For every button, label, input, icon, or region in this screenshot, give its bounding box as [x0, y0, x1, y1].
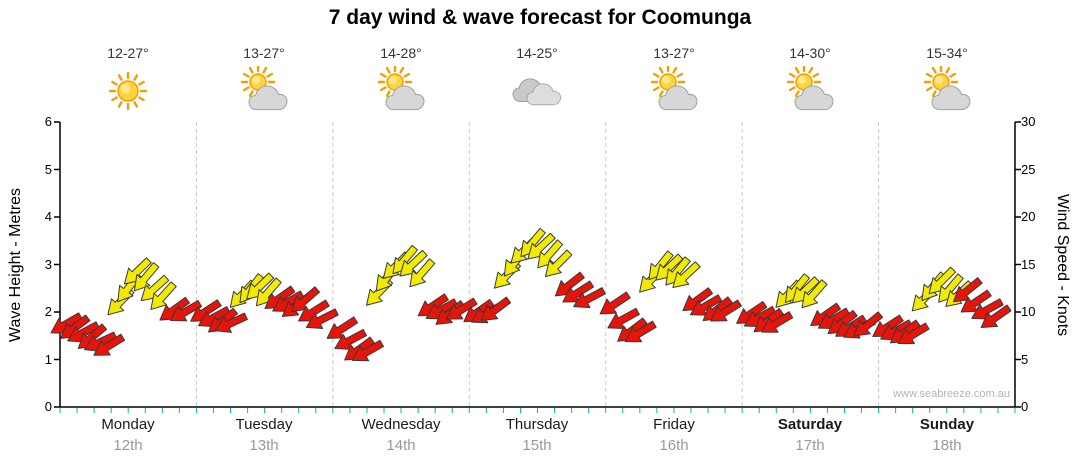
- day-footer-thursday: Thursday 15th: [469, 415, 605, 455]
- wind-arrow: [952, 277, 983, 303]
- wind-arrow: [93, 333, 126, 356]
- left-tick-0: 0: [44, 399, 52, 414]
- wind-arrow: [761, 311, 794, 333]
- wind-arrow: [689, 294, 723, 316]
- day-name: Saturday: [777, 416, 843, 433]
- day-footer-monday: Monday 12th: [60, 415, 196, 455]
- right-tick-20: 20: [1021, 209, 1036, 224]
- day-footer-sunday: Sunday 18th: [879, 415, 1015, 455]
- wind-arrow: [351, 339, 384, 362]
- right-tick-10: 10: [1021, 304, 1036, 319]
- wind-arrow: [150, 281, 177, 310]
- weather-icon-sun-cloud: [196, 66, 332, 116]
- wind-arrow: [133, 262, 160, 292]
- temp-range: 12-27°: [107, 45, 149, 61]
- watermark: www.seabreeze.com.au: [893, 388, 1010, 400]
- wind-arrow: [980, 304, 1012, 328]
- temp-range: 15-34°: [926, 45, 968, 61]
- wind-arrow: [409, 258, 436, 288]
- temp-range: 14-28°: [380, 45, 422, 61]
- wind-arrow: [897, 322, 930, 345]
- day-header-monday: 12-27°: [60, 44, 196, 116]
- day-header-wednesday: 14-28°: [333, 44, 469, 116]
- day-name: Monday: [101, 416, 155, 433]
- weather-icon-sun-cloud: [606, 66, 742, 116]
- wind-arrow: [334, 328, 368, 350]
- day-name: Thursday: [505, 416, 569, 433]
- day-footer-tuesday: Tuesday 13th: [196, 415, 332, 455]
- wind-arrow: [169, 299, 203, 322]
- left-tick-6: 6: [44, 114, 52, 129]
- day-header-thursday: 14-25°: [469, 44, 605, 116]
- day-footer-friday: Friday 16th: [606, 415, 742, 455]
- wind-arrow: [255, 277, 282, 307]
- wind-arrow: [801, 279, 828, 309]
- weather-icon-sun: [60, 66, 196, 116]
- temp-range: 14-25°: [516, 45, 558, 61]
- left-tick-3: 3: [44, 257, 52, 272]
- day-date: 18th: [932, 437, 962, 454]
- temp-range: 13-27°: [243, 45, 285, 61]
- wind-arrow: [599, 291, 631, 315]
- left-tick-2: 2: [44, 304, 52, 319]
- day-header-sunday: 15-34°: [879, 44, 1015, 116]
- wind-arrow: [399, 249, 428, 277]
- day-header-saturday: 14-30°: [742, 44, 878, 116]
- temp-range: 13-27°: [653, 45, 695, 61]
- day-date: 13th: [249, 437, 279, 454]
- page-title: 7 day wind & wave forecast for Coomunga: [328, 6, 752, 29]
- temp-range: 14-30°: [789, 45, 831, 61]
- day-date: 15th: [522, 437, 552, 454]
- wind-arrow: [624, 320, 657, 343]
- wind-arrow: [853, 311, 884, 337]
- day-footer-wednesday: Wednesday 14th: [333, 415, 469, 455]
- right-tick-15: 15: [1021, 257, 1036, 272]
- wind-arrow: [537, 239, 564, 269]
- wind-arrow: [607, 307, 640, 329]
- day-name: Friday: [653, 416, 695, 433]
- wind-arrow: [562, 280, 595, 303]
- wind-arrow: [672, 261, 701, 288]
- day-header-tuesday: 13-27°: [196, 44, 332, 116]
- weather-icon-clouds: [469, 66, 605, 116]
- day-date: 16th: [659, 437, 689, 454]
- right-tick-30: 30: [1021, 114, 1036, 129]
- wind-arrow: [960, 289, 992, 313]
- day-name: Wednesday: [361, 416, 441, 433]
- weather-icon-sun-cloud: [333, 66, 469, 116]
- wind-arrow: [326, 316, 359, 339]
- left-tick-4: 4: [44, 209, 52, 224]
- weather-icon-sun-cloud: [742, 66, 878, 116]
- day-date: 17th: [795, 437, 825, 454]
- day-header-friday: 13-27°: [606, 44, 742, 116]
- wind-arrow: [573, 287, 606, 309]
- day-name: Sunday: [919, 416, 975, 433]
- right-tick-5: 5: [1021, 352, 1029, 367]
- weather-icon-sun-cloud: [879, 66, 1015, 116]
- wind-arrow: [214, 312, 248, 333]
- right-tick-25: 25: [1021, 162, 1036, 177]
- day-date: 14th: [386, 437, 416, 454]
- wind-arrow: [544, 249, 573, 278]
- wind-arrow: [710, 299, 742, 322]
- day-name: Tuesday: [235, 416, 293, 433]
- right-tick-0: 0: [1021, 399, 1029, 414]
- left-tick-1: 1: [44, 352, 52, 367]
- wind-arrow: [445, 297, 478, 320]
- left-tick-5: 5: [44, 162, 52, 177]
- day-footer-saturday: Saturday 17th: [742, 415, 878, 455]
- wind-arrow: [480, 296, 512, 321]
- wind-arrow: [305, 308, 339, 330]
- day-date: 12th: [113, 437, 143, 454]
- wind-arrow: [291, 286, 321, 313]
